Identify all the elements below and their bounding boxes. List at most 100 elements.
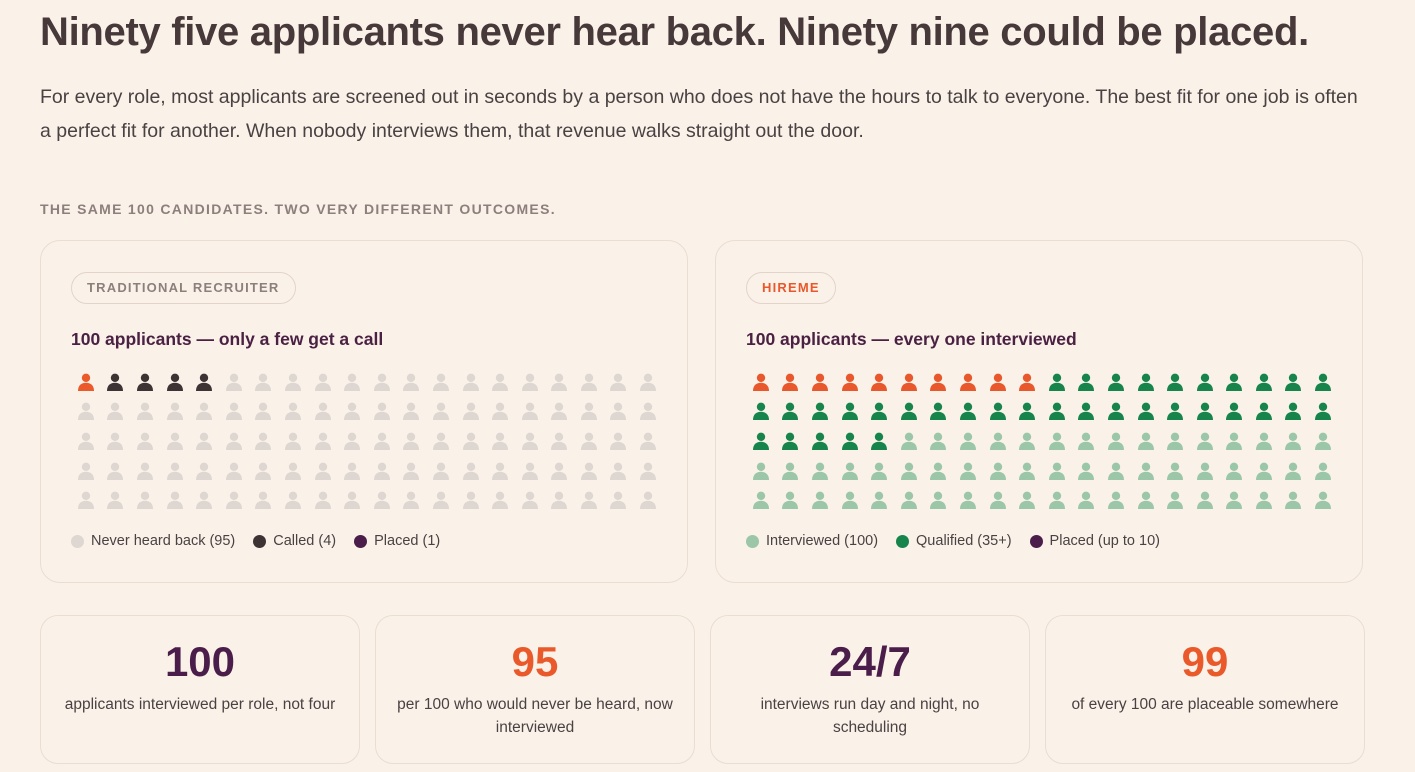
legend-dot <box>354 534 368 548</box>
person-icon <box>278 456 308 486</box>
person-icon <box>805 485 835 515</box>
stat-caption: of every 100 are placeable somewhere <box>1071 696 1339 713</box>
person-icon <box>101 485 131 515</box>
person-icon <box>1160 456 1190 486</box>
person-icon <box>1249 367 1279 397</box>
person-icon <box>604 485 634 515</box>
person-icon <box>894 426 924 456</box>
person-icon <box>1190 367 1220 397</box>
section-label: THE SAME 100 CANDIDATES. TWO VERY DIFFER… <box>40 201 556 217</box>
person-icon <box>894 456 924 486</box>
stat-value: 99 <box>1181 638 1229 685</box>
person-icon <box>604 367 634 397</box>
person-icon <box>574 397 604 427</box>
person-icon <box>1190 426 1220 456</box>
person-icon <box>864 456 894 486</box>
person-icon <box>337 456 367 486</box>
stat-caption: applicants interviewed per role, not fou… <box>64 696 336 713</box>
legend-dot <box>71 534 84 548</box>
person-icon <box>983 456 1013 486</box>
person-icon <box>101 397 131 427</box>
person-icon <box>71 426 101 456</box>
person-icon <box>130 426 160 456</box>
person-icon <box>1220 485 1250 515</box>
person-icon <box>953 485 983 515</box>
legend-label: Called (4) <box>273 533 337 549</box>
stat-card-placeable: 99 of every 100 are placeable somewhere <box>1045 615 1365 764</box>
person-icon <box>545 397 575 427</box>
person-icon <box>953 456 983 486</box>
traditional-tag: TRADITIONAL RECRUITER <box>71 272 296 304</box>
person-icon <box>515 397 545 427</box>
person-icon <box>71 456 101 486</box>
person-icon <box>1279 485 1309 515</box>
person-icon <box>485 367 515 397</box>
person-icon <box>426 367 456 397</box>
person-icon <box>130 456 160 486</box>
traditional-heading: 100 applicants — only a few get a call <box>71 329 384 349</box>
person-icon <box>574 456 604 486</box>
person-icon <box>367 367 397 397</box>
person-icon <box>367 456 397 486</box>
person-icon <box>1190 397 1220 427</box>
person-icon <box>894 485 924 515</box>
person-icon <box>1190 456 1220 486</box>
person-icon <box>219 367 249 397</box>
person-icon <box>308 397 338 427</box>
person-icon <box>1072 367 1102 397</box>
person-icon <box>1012 367 1042 397</box>
person-icon <box>1131 397 1161 427</box>
legend-dot <box>253 534 267 548</box>
legend-item: Called (4) <box>253 533 336 549</box>
person-icon <box>633 426 663 456</box>
legend-item: Never heard back (95) <box>71 533 235 549</box>
person-icon <box>1220 456 1250 486</box>
person-icon <box>604 456 634 486</box>
person-icon <box>1131 426 1161 456</box>
person-icon <box>805 367 835 397</box>
person-icon <box>456 426 486 456</box>
hireme-legend: Interviewed (100) Qualified (35+) Placed (… <box>746 533 1178 549</box>
person-icon <box>1160 485 1190 515</box>
stat-caption: interviews run day and night, no schedul… <box>760 696 980 736</box>
legend-item: Qualified (35+) <box>896 533 1012 549</box>
hireme-panel: HIREME 100 applicants — every one interv… <box>715 240 1363 583</box>
hireme-heading: 100 applicants — every one interviewed <box>746 329 1077 349</box>
person-icon <box>746 367 776 397</box>
person-icon <box>101 456 131 486</box>
person-icon <box>1042 397 1072 427</box>
stat-card-never-heard: 95 per 100 who would never be heard, now… <box>375 615 695 764</box>
person-icon <box>746 426 776 456</box>
person-icon <box>456 397 486 427</box>
person-icon <box>864 485 894 515</box>
person-icon <box>160 485 190 515</box>
legend-label: Interviewed (100) <box>766 533 879 549</box>
person-icon <box>1131 456 1161 486</box>
person-icon <box>308 426 338 456</box>
person-icon <box>278 426 308 456</box>
person-icon <box>924 456 954 486</box>
person-icon <box>574 485 604 515</box>
person-icon <box>983 485 1013 515</box>
person-icon <box>367 485 397 515</box>
person-icon <box>367 426 397 456</box>
person-icon <box>1279 397 1309 427</box>
person-icon <box>924 397 954 427</box>
person-icon <box>189 456 219 486</box>
person-icon <box>633 367 663 397</box>
person-icon <box>983 397 1013 427</box>
person-icon <box>1279 456 1309 486</box>
legend-label: Qualified (35+) <box>916 533 1012 549</box>
person-icon <box>746 456 776 486</box>
person-icon <box>776 456 806 486</box>
legend-item: Placed (up to 10) <box>1029 533 1160 549</box>
intro-paragraph: For every role, most applicants are scre… <box>40 86 1358 142</box>
person-icon <box>835 426 865 456</box>
person-icon <box>278 367 308 397</box>
person-icon <box>746 397 776 427</box>
stat-value: 95 <box>511 638 559 685</box>
person-icon <box>1101 397 1131 427</box>
person-icon <box>1279 426 1309 456</box>
person-icon <box>776 485 806 515</box>
person-icon <box>574 367 604 397</box>
